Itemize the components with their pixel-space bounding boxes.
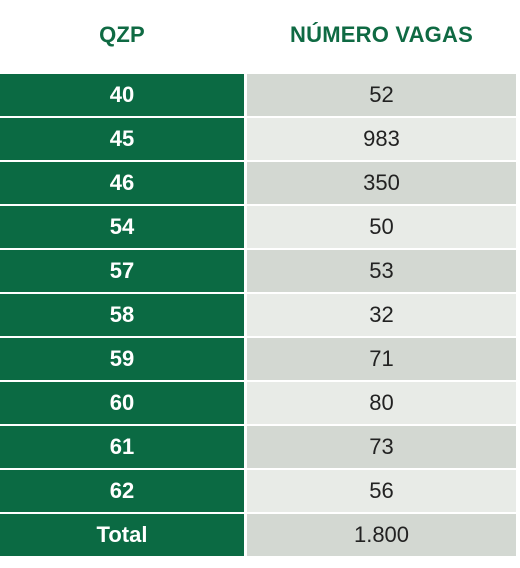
vagas-cell: 53 — [247, 250, 516, 292]
header-qzp: QZP — [99, 22, 145, 47]
table-row: 57 53 — [0, 250, 516, 292]
qzp-cell: 54 — [0, 206, 244, 248]
vagas-cell: 73 — [247, 426, 516, 468]
qzp-cell: 60 — [0, 382, 244, 424]
vagas-cell: 32 — [247, 294, 516, 336]
table-row: 60 80 — [0, 382, 516, 424]
qzp-cell: 57 — [0, 250, 244, 292]
vagas-cell: 350 — [247, 162, 516, 204]
total-label-cell: Total — [0, 514, 244, 556]
table-row: 54 50 — [0, 206, 516, 248]
table-total-row: Total 1.800 — [0, 514, 516, 556]
vagas-cell: 71 — [247, 338, 516, 380]
qzp-cell: 40 — [0, 74, 244, 116]
table-header: QZP NÚMERO VAGAS — [0, 0, 520, 74]
table-body: 40 52 45 983 46 350 54 50 57 53 58 32 59… — [0, 74, 516, 558]
table-row: 62 56 — [0, 470, 516, 512]
header-numero-vagas: NÚMERO VAGAS — [290, 22, 473, 47]
vagas-cell: 52 — [247, 74, 516, 116]
vagas-cell: 80 — [247, 382, 516, 424]
vagas-cell: 983 — [247, 118, 516, 160]
table-row: 61 73 — [0, 426, 516, 468]
vagas-cell: 56 — [247, 470, 516, 512]
qzp-cell: 62 — [0, 470, 244, 512]
table-row: 58 32 — [0, 294, 516, 336]
table-row: 45 983 — [0, 118, 516, 160]
qzp-cell: 61 — [0, 426, 244, 468]
qzp-cell: 45 — [0, 118, 244, 160]
qzp-cell: 58 — [0, 294, 244, 336]
table-row: 59 71 — [0, 338, 516, 380]
qzp-cell: 46 — [0, 162, 244, 204]
vagas-cell: 50 — [247, 206, 516, 248]
table-row: 40 52 — [0, 74, 516, 116]
total-value-cell: 1.800 — [247, 514, 516, 556]
qzp-cell: 59 — [0, 338, 244, 380]
table-row: 46 350 — [0, 162, 516, 204]
